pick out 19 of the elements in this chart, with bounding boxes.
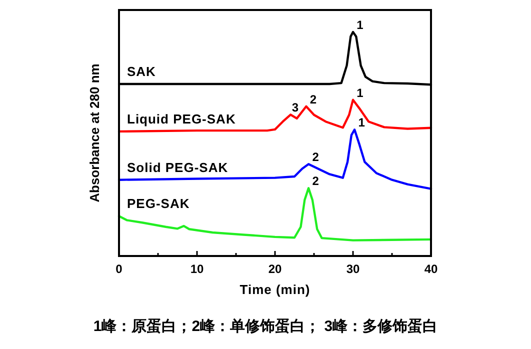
x-tick-label: 40 [424,262,438,276]
series-label: PEG-SAK [127,196,190,212]
annotation: 1 [356,18,364,32]
x-tick-label: 20 [268,262,282,276]
series-label: Solid PEG-SAK [127,160,228,175]
series-label: SAK [127,64,156,79]
annotation: 3 [292,100,299,115]
annotation: 2 [310,92,317,106]
x-tick-label: 30 [346,262,360,276]
text: 1峰：原蛋白；2峰：单修饰蛋白； 3峰：多修饰蛋白 [93,318,438,335]
x-tick-label: 0 [116,262,123,276]
series-label: Liquid PEG-SAK [127,111,236,126]
annotation: 1 [358,116,366,130]
annotation: 1 [356,86,364,100]
annotation: 2 [312,150,320,164]
x-axis-title: Time (min) [240,282,310,297]
y-axis-title: Absorbance at 280 nm [87,64,102,202]
annotation: 2 [312,174,320,188]
x-tick-label: 10 [190,262,204,276]
